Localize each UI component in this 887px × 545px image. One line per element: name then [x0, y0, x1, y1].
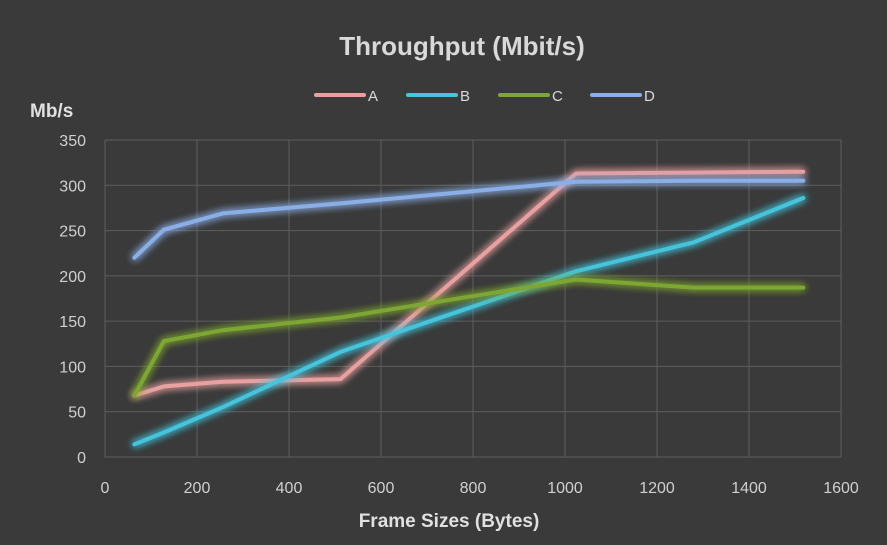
y-tick-label: 250 — [59, 224, 86, 241]
y-tick-label: 300 — [59, 178, 86, 195]
x-tick-label: 400 — [276, 480, 303, 497]
y-tick-label: 150 — [59, 314, 86, 331]
grid-lines — [104, 139, 842, 458]
x-tick-label: 200 — [184, 480, 211, 497]
legend-label-b: B — [460, 88, 470, 105]
x-tick-label: 600 — [368, 480, 395, 497]
y-tick-label: 0 — [77, 450, 86, 467]
y-tick-label: 350 — [59, 133, 86, 150]
legend-label-c: C — [552, 88, 563, 105]
series-line-d — [132, 178, 806, 260]
series-line-b — [132, 196, 806, 447]
x-tick-label: 1000 — [547, 480, 583, 497]
y-axis-ticks: 0 50 100 150 200 250 300 350 — [59, 133, 86, 467]
legend: A B C D — [314, 88, 655, 105]
series-line-a — [132, 169, 806, 398]
series-line-c — [132, 277, 806, 398]
x-axis-ticks: 0 200 400 600 800 1000 1200 1400 1600 — [101, 480, 859, 497]
series-lines — [132, 169, 806, 447]
y-tick-label: 100 — [59, 359, 86, 376]
x-tick-label: 1600 — [823, 480, 859, 497]
y-tick-label: 50 — [68, 405, 86, 422]
legend-label-d: D — [644, 88, 655, 105]
y-tick-label: 200 — [59, 269, 86, 286]
chart-title: Throughput (Mbit/s) — [339, 31, 584, 61]
x-tick-label: 1200 — [639, 480, 675, 497]
x-axis-title: Frame Sizes (Bytes) — [359, 511, 540, 532]
x-tick-label: 1400 — [731, 480, 767, 497]
y-axis-title: Mb/s — [30, 101, 73, 122]
legend-label-a: A — [368, 88, 378, 105]
x-tick-label: 0 — [101, 480, 110, 497]
x-tick-label: 800 — [460, 480, 487, 497]
